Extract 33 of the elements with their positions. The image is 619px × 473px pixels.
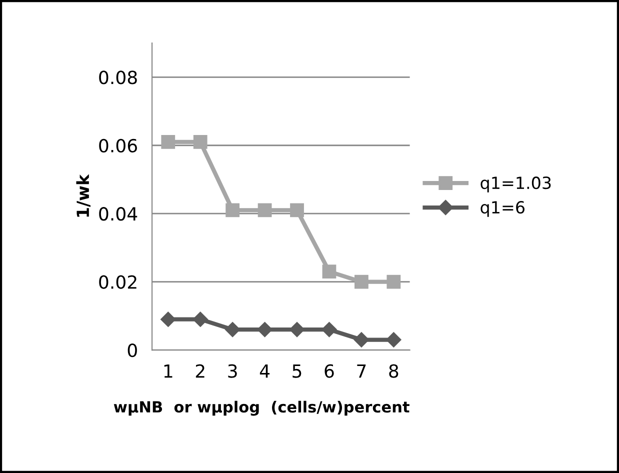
point bbox=[322, 264, 336, 279]
point bbox=[386, 332, 402, 348]
point bbox=[160, 312, 176, 327]
y-tick-label: 0.04 bbox=[99, 207, 138, 221]
point bbox=[258, 203, 272, 218]
point bbox=[192, 312, 208, 327]
point bbox=[225, 322, 240, 338]
x-tick-label: 2 bbox=[196, 364, 204, 378]
point bbox=[322, 322, 337, 338]
x-tick-label: 6 bbox=[324, 364, 334, 378]
x-tick-label: 1 bbox=[164, 364, 172, 378]
x-axis-title: wμNB or wμplog (cells/w)percent bbox=[114, 400, 410, 416]
y-axis-title: 1/wk bbox=[76, 174, 90, 217]
point bbox=[386, 274, 401, 289]
legend-label: q1=1.03 bbox=[480, 176, 551, 192]
point bbox=[193, 135, 208, 149]
x-tick-label: 7 bbox=[357, 364, 366, 378]
y-tick-label: 0.02 bbox=[99, 275, 136, 289]
y-tick-label: 0 bbox=[128, 343, 137, 358]
point bbox=[354, 332, 370, 348]
x-tick-label: 3 bbox=[228, 364, 237, 378]
x-tick-label: 4 bbox=[260, 364, 270, 378]
point bbox=[161, 135, 176, 149]
legend-label: q1=6 bbox=[480, 200, 524, 217]
y-tick-label: 0.08 bbox=[99, 70, 137, 84]
point bbox=[226, 203, 240, 218]
x-tick-label: 5 bbox=[292, 364, 302, 378]
point bbox=[354, 274, 368, 289]
point bbox=[290, 203, 304, 218]
point bbox=[289, 322, 305, 338]
point bbox=[257, 322, 272, 338]
y-tick-label: 0.06 bbox=[99, 138, 137, 152]
x-tick-label: 8 bbox=[389, 364, 398, 378]
